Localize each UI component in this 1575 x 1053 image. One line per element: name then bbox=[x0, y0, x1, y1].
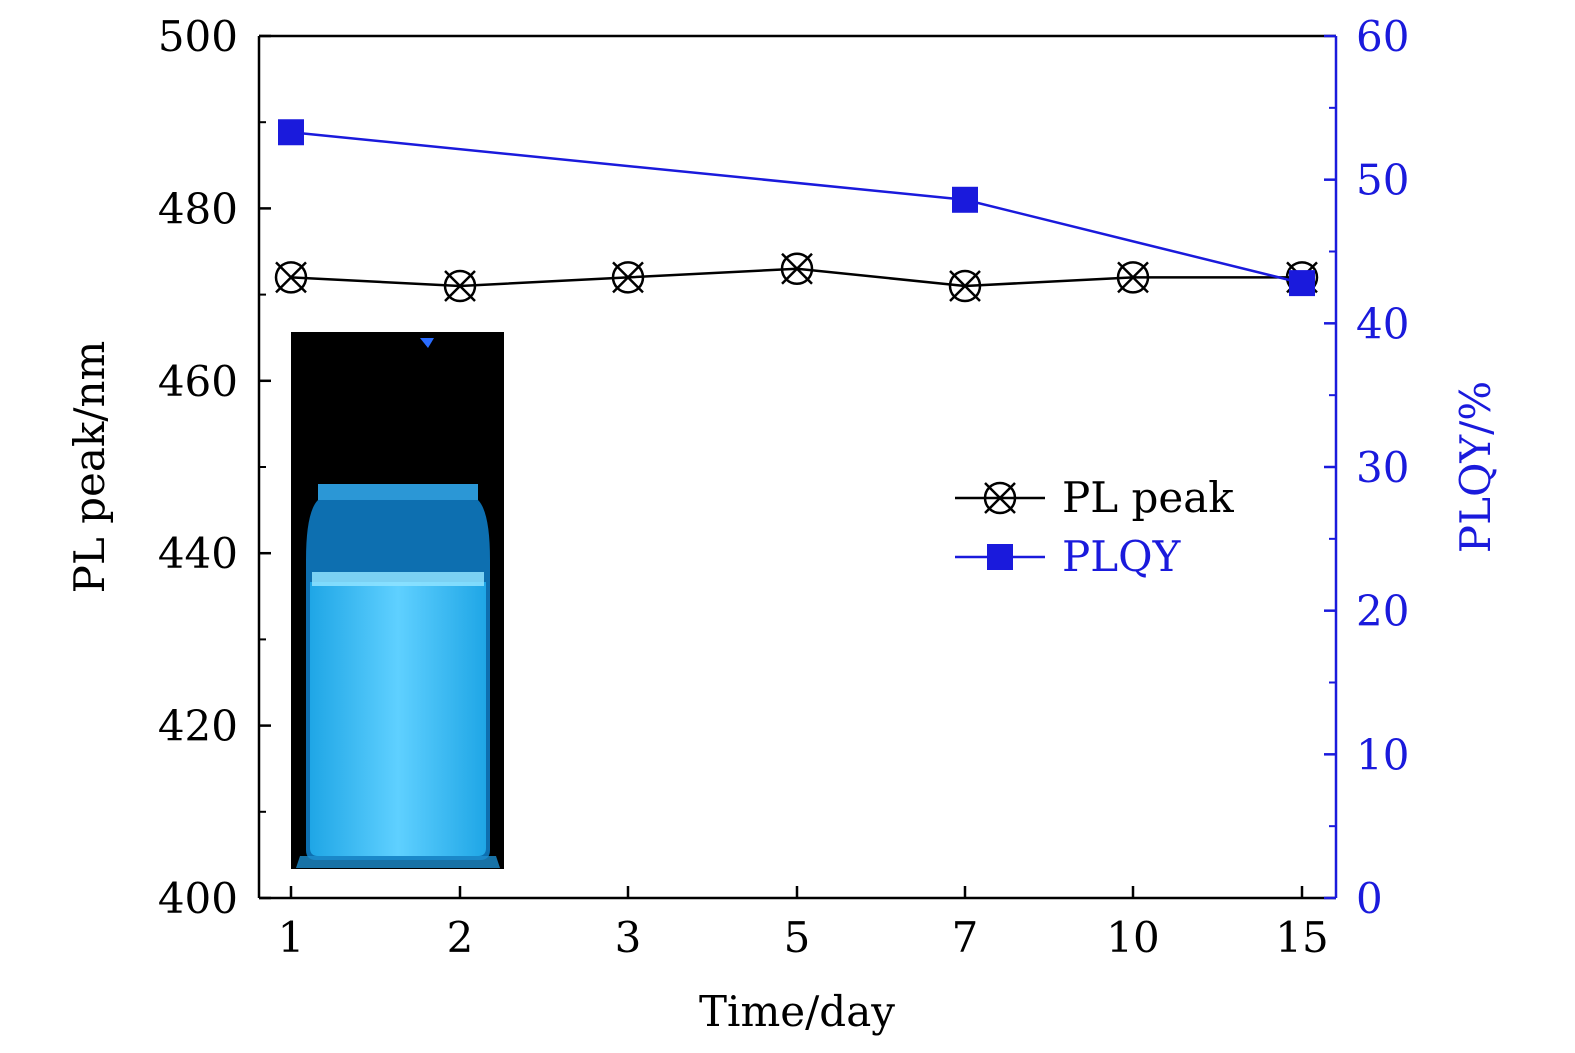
right-tick-label: 20 bbox=[1356, 587, 1409, 636]
legend-label-pl-peak: PL peak bbox=[1062, 473, 1234, 522]
vial-meniscus bbox=[312, 572, 484, 586]
plqy-line bbox=[290, 131, 1303, 285]
right-tick-label: 60 bbox=[1356, 12, 1409, 61]
right-tick-label: 30 bbox=[1356, 443, 1409, 492]
pl-peak-point bbox=[611, 261, 645, 294]
legend: PL peak PLQY bbox=[955, 473, 1234, 581]
left-tick-label: 400 bbox=[158, 874, 238, 923]
left-tick-label: 460 bbox=[158, 357, 238, 406]
right-axis-title: PLQY/% bbox=[1451, 381, 1500, 553]
plqy-point bbox=[1289, 270, 1315, 297]
left-axis-ticks: 400 420 440 460 480 500 bbox=[158, 12, 271, 923]
plqy-point bbox=[278, 119, 304, 146]
right-tick-label: 50 bbox=[1356, 156, 1409, 205]
pl-peak-point bbox=[274, 261, 308, 294]
right-tick-label: 0 bbox=[1356, 874, 1383, 923]
pl-peak-point bbox=[443, 269, 477, 303]
right-tick-label: 10 bbox=[1356, 730, 1409, 779]
pl-peak-point bbox=[948, 269, 982, 303]
inset-photo bbox=[291, 332, 504, 869]
left-tick-label: 440 bbox=[158, 529, 238, 578]
left-axis-title: PL peak/nm bbox=[65, 341, 114, 594]
series-pl-peak bbox=[274, 252, 1319, 303]
legend-label-plqy: PLQY bbox=[1062, 532, 1182, 581]
vial-liquid bbox=[310, 582, 486, 856]
legend-marker-pl-peak bbox=[983, 481, 1017, 515]
pl-peak-point bbox=[1116, 261, 1150, 294]
x-tick-label: 3 bbox=[615, 913, 642, 962]
x-tick-label: 2 bbox=[447, 913, 474, 962]
left-tick-label: 500 bbox=[158, 12, 238, 61]
left-tick-label: 420 bbox=[158, 702, 238, 751]
x-tick-label: 10 bbox=[1106, 913, 1159, 962]
x-tick-label: 15 bbox=[1275, 913, 1328, 962]
legend-item-pl-peak: PL peak bbox=[955, 473, 1234, 522]
legend-marker-plqy bbox=[987, 544, 1013, 570]
vial-neck-rim bbox=[318, 484, 478, 500]
vial-drop-glow bbox=[420, 338, 434, 348]
pl-peak-point bbox=[780, 252, 814, 285]
plqy-point bbox=[952, 186, 978, 213]
series-plqy bbox=[278, 119, 1315, 297]
x-tick-label: 1 bbox=[278, 913, 305, 962]
x-axis-title: Time/day bbox=[699, 987, 895, 1036]
left-tick-label: 480 bbox=[158, 184, 238, 233]
right-tick-label: 40 bbox=[1356, 299, 1409, 348]
x-tick-label: 7 bbox=[952, 913, 979, 962]
vial-base-glow bbox=[296, 856, 500, 868]
x-axis-ticks: 1 2 3 5 7 10 15 bbox=[278, 886, 1329, 962]
x-tick-label: 5 bbox=[784, 913, 811, 962]
right-axis-ticks: 0 10 20 30 40 50 60 bbox=[1324, 12, 1409, 923]
legend-item-plqy: PLQY bbox=[955, 532, 1182, 581]
